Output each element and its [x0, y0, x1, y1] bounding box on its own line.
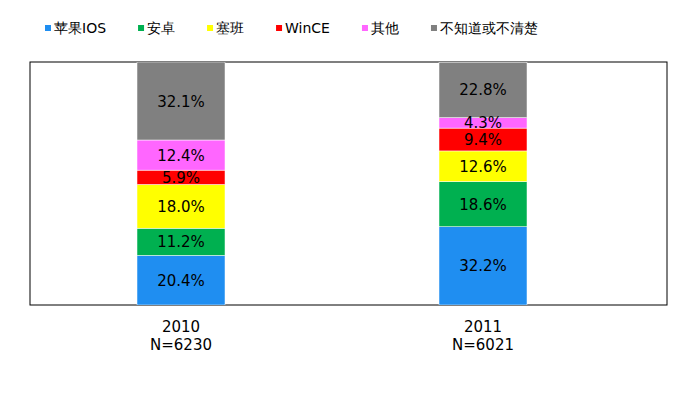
legend-swatch — [138, 25, 144, 31]
data-label: 32.1% — [157, 93, 205, 111]
legend-label: 安卓 — [147, 20, 175, 36]
legend: 苹果IOS 安卓 塞班 WinCE 其他 不知道或不清楚 — [45, 20, 538, 36]
chart: 20.4% 11.2% 18.0% 5.9% 12.4% 32.1% 32.2% 18.6% 1… — [0, 0, 687, 395]
bar-segment — [439, 62, 527, 117]
data-label: 9.4% — [464, 131, 502, 149]
data-label: 12.4% — [157, 147, 205, 165]
data-label: 18.6% — [459, 196, 507, 214]
data-label: 4.3% — [464, 114, 502, 132]
legend-swatch — [431, 25, 437, 31]
data-label: 18.0% — [157, 198, 205, 216]
data-label: 5.9% — [162, 169, 200, 187]
legend-swatch — [276, 25, 282, 31]
bar-segment — [137, 62, 225, 140]
data-label: 20.4% — [157, 272, 205, 290]
bars — [137, 62, 527, 305]
bar-segment — [439, 151, 527, 182]
plot-frame — [30, 62, 667, 305]
legend-label: WinCE — [285, 20, 330, 36]
legend-label: 其他 — [371, 20, 399, 36]
legend-label: 不知道或不清楚 — [440, 20, 538, 36]
legend-swatch — [207, 25, 213, 31]
category-label: 2011N=6021 — [452, 318, 514, 354]
bar-segment — [137, 184, 225, 228]
data-label: 11.2% — [157, 233, 205, 251]
legend-swatch — [45, 25, 51, 31]
bar-segment — [137, 255, 225, 305]
bar-segment — [439, 182, 527, 227]
bar-segment — [137, 228, 225, 255]
bar-segment — [137, 140, 225, 170]
legend-label: 苹果IOS — [54, 20, 106, 36]
category-label: 2010N=6230 — [150, 318, 212, 354]
data-labels: 20.4% 11.2% 18.0% 5.9% 12.4% 32.1% 32.2% 18.6% 1… — [157, 81, 507, 289]
data-label: 32.2% — [459, 257, 507, 275]
legend-label: 塞班 — [216, 20, 244, 36]
data-label: 22.8% — [459, 81, 507, 99]
data-label: 12.6% — [459, 158, 507, 176]
bar-segment — [439, 227, 527, 305]
legend-swatch — [362, 25, 368, 31]
